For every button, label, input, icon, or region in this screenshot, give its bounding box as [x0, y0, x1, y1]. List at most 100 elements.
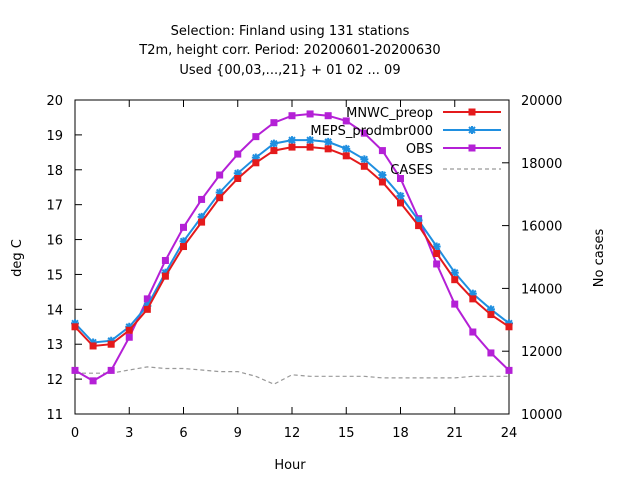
legend: MNWC_preop MEPS_prodmbr000 OBS CASES [310, 106, 501, 178]
x-tick-label: 24 [501, 426, 518, 441]
series-line-cases [75, 366, 509, 385]
x-tick-label: 15 [338, 426, 355, 441]
legend-marker-obs [468, 144, 476, 152]
data-point-obs [89, 377, 97, 385]
x-tick-label: 0 [71, 426, 79, 441]
legend-label-meps-prodmbr000: MEPS_prodmbr000 [310, 124, 433, 139]
legend-label-obs: OBS [406, 142, 433, 157]
data-point-meps-prodmbr000 [324, 137, 333, 146]
y-tick-label: 11 [46, 408, 63, 423]
y-tick-label: 15 [46, 268, 63, 283]
chart-title: Selection: Finland using 131 stations T2… [138, 24, 440, 78]
data-point-obs [397, 175, 404, 182]
data-point-mnwc-preop [505, 323, 513, 331]
y2-tick-label: 12000 [521, 345, 562, 360]
x-axis: 0 3 6 9 12 15 18 21 24 [71, 100, 517, 441]
legend-marker-mnwc-preop [468, 108, 476, 116]
y-tick-label: 20 [46, 94, 63, 109]
marker-stroke [270, 139, 278, 148]
marker-stroke [360, 155, 369, 164]
data-point-obs [324, 112, 332, 120]
y-tick-label: 19 [46, 129, 63, 144]
marker-stroke [306, 136, 314, 144]
x-tick-label: 3 [125, 426, 133, 441]
data-point-meps-prodmbr000 [378, 171, 387, 180]
data-point-meps-prodmbr000 [342, 144, 351, 153]
data-point-mnwc-preop [487, 311, 495, 319]
series-mnwc-preop [71, 143, 513, 350]
data-point-mnwc-preop [324, 145, 332, 153]
data-point-mnwc-preop [270, 147, 278, 155]
data-point-mnwc-preop [360, 162, 368, 170]
data-point-mnwc-preop [433, 250, 441, 258]
data-point-obs [378, 147, 386, 155]
data-point-obs [288, 112, 296, 120]
data-point-mnwc-preop [234, 175, 242, 182]
y-tick-label: 16 [46, 234, 63, 249]
y2-tick-label: 16000 [521, 220, 562, 235]
data-point-obs [505, 366, 513, 374]
data-point-mnwc-preop [143, 305, 151, 313]
data-point-mnwc-preop [89, 342, 97, 350]
data-point-obs [216, 171, 224, 179]
data-point-mnwc-preop [198, 218, 206, 226]
marker-stroke [378, 171, 387, 179]
data-point-mnwc-preop [180, 243, 187, 251]
data-point-mnwc-preop [397, 199, 404, 207]
y-axis-left: 11 12 13 14 15 16 17 18 19 20 [46, 94, 82, 423]
data-point-mnwc-preop [252, 159, 260, 167]
data-point-obs [487, 349, 495, 357]
title-line-3: Used {00,03,...,21} + 01 02 ... 09 [179, 63, 400, 78]
series-obs [71, 110, 513, 385]
data-point-meps-prodmbr000 [306, 136, 315, 145]
data-point-mnwc-preop [378, 178, 386, 186]
marker-stroke [451, 268, 459, 277]
data-point-obs [433, 260, 441, 268]
data-point-meps-prodmbr000 [396, 191, 405, 200]
data-point-mnwc-preop [216, 194, 224, 202]
marker-stroke [396, 192, 405, 200]
marker-stroke [468, 126, 476, 134]
legend-marker-meps-prodmbr000 [468, 126, 476, 134]
data-point-obs [342, 117, 350, 125]
data-point-meps-prodmbr000 [450, 268, 459, 277]
y-tick-label: 14 [46, 303, 63, 318]
data-point-obs [107, 366, 115, 374]
data-point-mnwc-preop [306, 143, 314, 151]
x-axis-label: Hour [274, 458, 306, 473]
y2-tick-label: 20000 [521, 94, 562, 109]
y-tick-label: 17 [46, 199, 63, 214]
series-cases [75, 366, 509, 385]
data-point-obs [306, 110, 314, 118]
data-point-obs [180, 223, 187, 231]
series-layer [71, 110, 513, 385]
title-line-1: Selection: Finland using 131 stations [171, 24, 410, 39]
data-point-meps-prodmbr000 [269, 139, 278, 148]
data-point-obs [469, 328, 477, 336]
title-line-2: T2m, height corr. Period: 20200601-20200… [138, 43, 440, 58]
data-point-obs [252, 133, 260, 141]
data-point-mnwc-preop [107, 340, 115, 348]
data-point-obs [234, 150, 242, 158]
x-tick-label: 6 [179, 426, 187, 441]
x-tick-label: 18 [392, 426, 409, 441]
x-tick-label: 9 [234, 426, 242, 441]
data-point-obs [360, 129, 368, 137]
x-tick-label: 12 [284, 426, 301, 441]
data-point-meps-prodmbr000 [288, 136, 296, 145]
data-point-obs [270, 119, 278, 127]
data-point-mnwc-preop [161, 272, 169, 280]
x-tick-label: 21 [446, 426, 463, 441]
data-point-obs [125, 333, 133, 341]
data-point-mnwc-preop [451, 276, 459, 284]
data-point-obs [198, 195, 206, 203]
marker-stroke [324, 138, 332, 146]
y-axis-label: deg C [10, 239, 25, 277]
y2-axis-label: No cases [592, 229, 607, 288]
y-tick-label: 13 [46, 338, 63, 353]
data-point-mnwc-preop [71, 323, 79, 331]
y-tick-label: 18 [46, 164, 63, 179]
legend-label-cases: CASES [390, 163, 433, 178]
marker-stroke [342, 145, 350, 153]
